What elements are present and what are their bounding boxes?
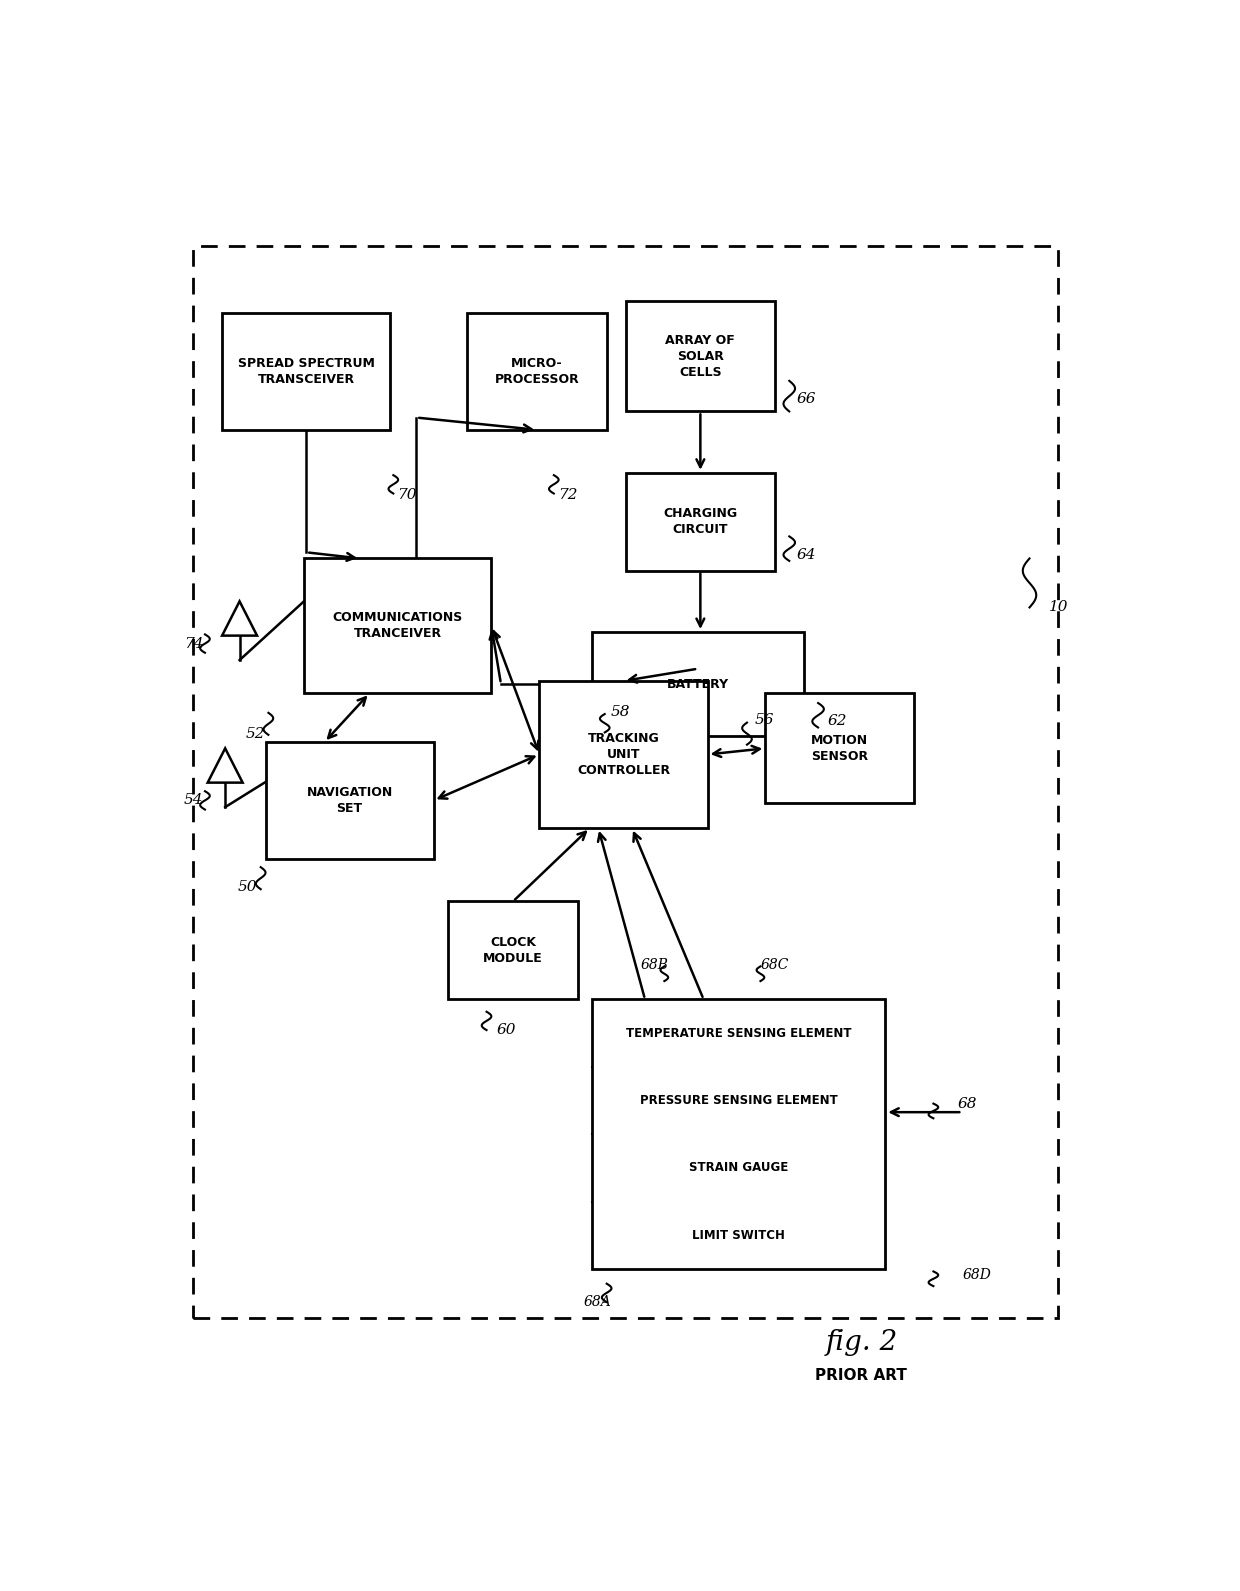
Text: MOTION
SENSOR: MOTION SENSOR (811, 733, 868, 762)
Text: 50: 50 (238, 880, 257, 894)
Text: PRIOR ART: PRIOR ART (816, 1368, 908, 1383)
Text: 68: 68 (957, 1096, 977, 1111)
Text: 54: 54 (184, 792, 203, 807)
Text: 68B: 68B (641, 958, 668, 972)
Text: 72: 72 (558, 488, 578, 501)
Text: 70: 70 (397, 488, 417, 501)
Text: 52: 52 (246, 727, 264, 741)
Text: SPREAD SPECTRUM
TRANSCEIVER: SPREAD SPECTRUM TRANSCEIVER (238, 356, 374, 387)
Text: TRACKING
UNIT
CONTROLLER: TRACKING UNIT CONTROLLER (577, 732, 670, 776)
FancyBboxPatch shape (448, 902, 578, 999)
Text: 64: 64 (797, 547, 816, 562)
Text: MICRO-
PROCESSOR: MICRO- PROCESSOR (495, 356, 579, 387)
Text: CLOCK
MODULE: CLOCK MODULE (484, 936, 543, 966)
FancyBboxPatch shape (593, 999, 885, 1270)
Text: TEMPERATURE SENSING ELEMENT: TEMPERATURE SENSING ELEMENT (626, 1026, 852, 1039)
Text: 68C: 68C (760, 958, 789, 972)
Text: 62: 62 (828, 714, 847, 729)
FancyBboxPatch shape (222, 313, 391, 430)
Text: fig. 2: fig. 2 (825, 1328, 898, 1356)
Text: COMMUNICATIONS
TRANCEIVER: COMMUNICATIONS TRANCEIVER (332, 611, 463, 640)
FancyBboxPatch shape (765, 694, 914, 803)
Text: 68A: 68A (583, 1295, 611, 1309)
FancyBboxPatch shape (626, 301, 775, 412)
Text: LIMIT SWITCH: LIMIT SWITCH (692, 1228, 785, 1243)
FancyBboxPatch shape (593, 632, 804, 737)
Text: PRESSURE SENSING ELEMENT: PRESSURE SENSING ELEMENT (640, 1095, 838, 1107)
Text: 56: 56 (755, 713, 774, 727)
Text: NAVIGATION
SET: NAVIGATION SET (306, 786, 393, 815)
FancyBboxPatch shape (539, 681, 708, 827)
Text: 60: 60 (496, 1023, 516, 1037)
Text: STRAIN GAUGE: STRAIN GAUGE (689, 1161, 789, 1174)
Text: BATTERY: BATTERY (667, 678, 729, 690)
Text: 68D: 68D (962, 1268, 991, 1282)
Text: 74: 74 (184, 638, 203, 651)
Text: CHARGING
CIRCUIT: CHARGING CIRCUIT (663, 508, 738, 536)
FancyBboxPatch shape (626, 473, 775, 571)
FancyBboxPatch shape (265, 741, 434, 859)
Text: ARRAY OF
SOLAR
CELLS: ARRAY OF SOLAR CELLS (666, 334, 735, 379)
Text: 58: 58 (610, 705, 630, 719)
Text: 10: 10 (1049, 600, 1068, 614)
FancyBboxPatch shape (467, 313, 606, 430)
Text: 66: 66 (797, 393, 816, 406)
FancyBboxPatch shape (304, 558, 491, 694)
